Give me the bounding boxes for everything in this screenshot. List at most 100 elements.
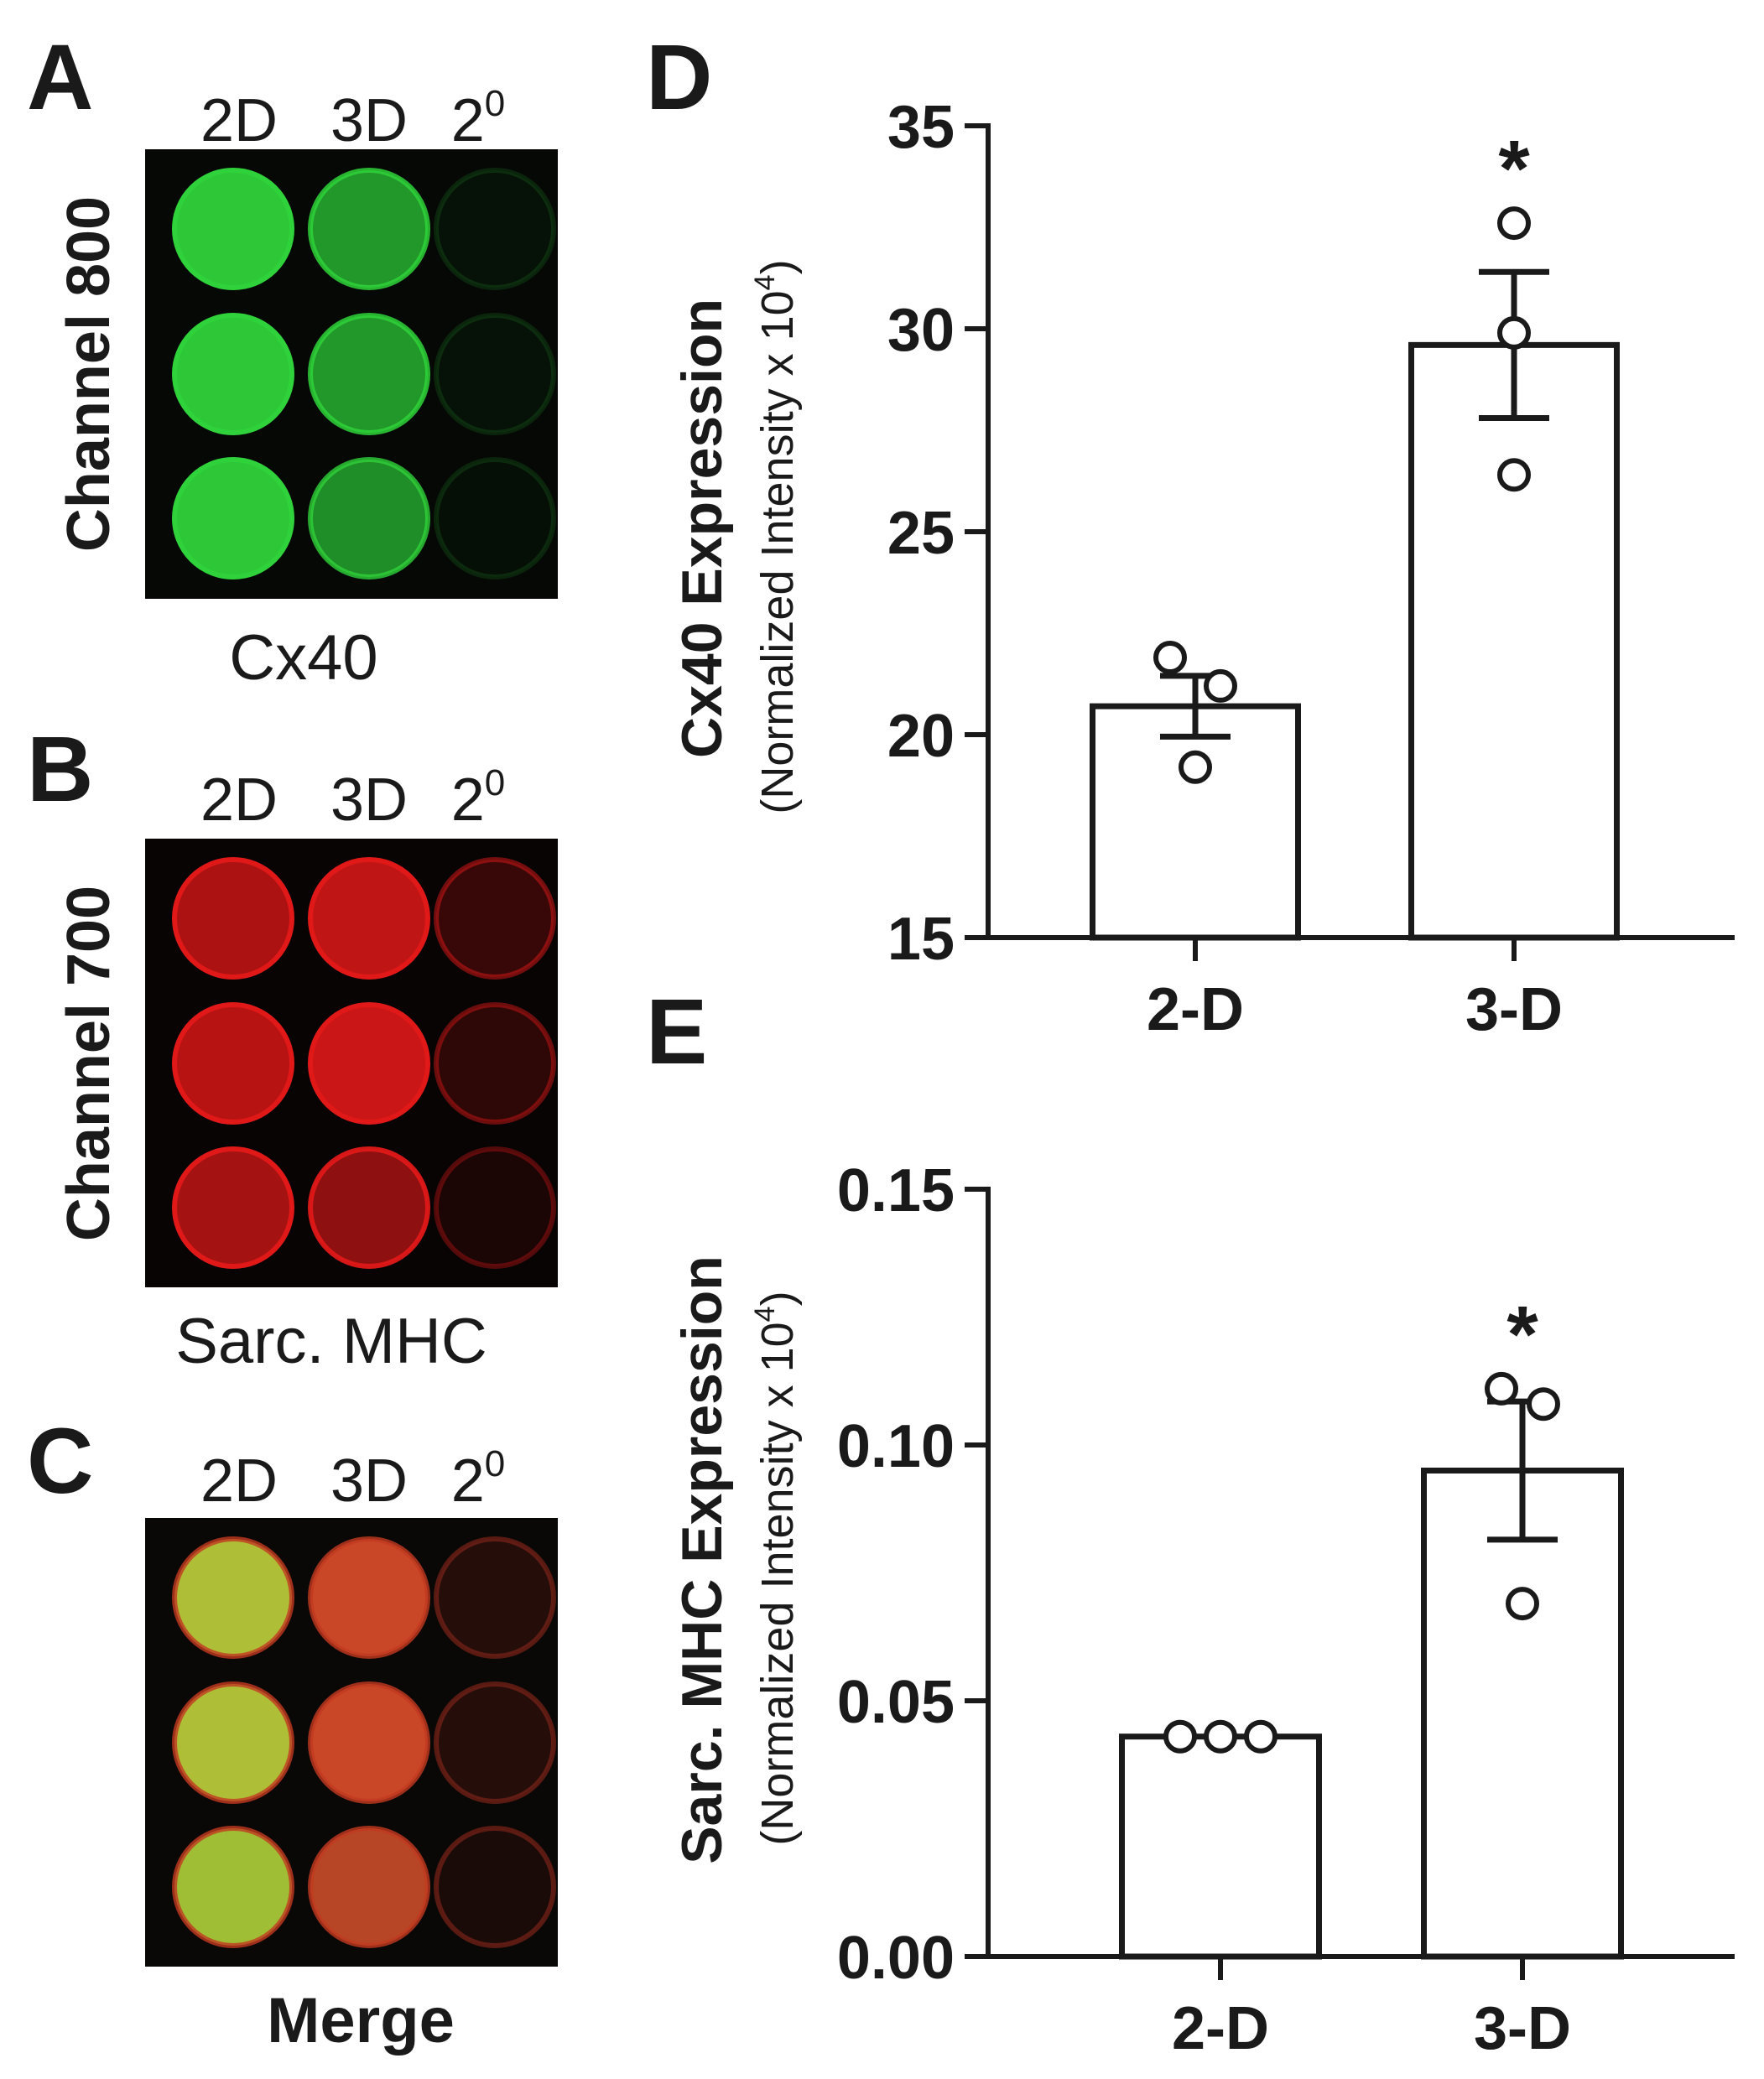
well-b-r3-c2 bbox=[308, 1146, 430, 1269]
x-categories-d: 2-D 3-D bbox=[1147, 938, 1563, 1043]
col-label-a-secondary: 2 bbox=[451, 87, 485, 154]
col-label-b-secondary: 2 bbox=[451, 767, 485, 834]
col-label-c-2d: 2D bbox=[200, 1448, 278, 1515]
well-c-r2-c3 bbox=[434, 1681, 556, 1804]
well-c-r2-c2 bbox=[308, 1681, 430, 1804]
data-point-e-2-D-1 bbox=[1163, 1719, 1197, 1754]
bar-d-2-D bbox=[1090, 703, 1301, 941]
significance-star-e-3-D: * bbox=[1506, 1290, 1538, 1380]
points-d bbox=[1153, 206, 1531, 784]
well-b-r2-c2 bbox=[308, 1002, 430, 1125]
col-label-a-2d: 2D bbox=[200, 87, 278, 154]
well-b-r1-c1 bbox=[172, 857, 294, 980]
well-c-r1-c1 bbox=[172, 1536, 294, 1659]
y-tick-label-e-0: 0.00 bbox=[837, 1925, 955, 1992]
wells-a bbox=[172, 168, 556, 580]
well-c-r3-c2 bbox=[308, 1826, 430, 1948]
significance-e: * bbox=[1506, 1290, 1538, 1380]
bar-e-3-D bbox=[1421, 1468, 1624, 1960]
y-ticks-e: 0.00 0.05 0.10 0.15 bbox=[837, 1157, 988, 1992]
significance-star-d-3-D: * bbox=[1498, 124, 1530, 214]
y-tick-label-d-2: 25 bbox=[887, 500, 955, 567]
well-b-r3-c1 bbox=[172, 1146, 294, 1269]
well-c-r1-c3 bbox=[434, 1536, 556, 1659]
y-ticks-d: 15 20 25 30 35 bbox=[887, 94, 988, 973]
panel-letter-a: A bbox=[27, 26, 93, 129]
well-a-r2-c1 bbox=[172, 313, 294, 435]
well-a-r3-c3 bbox=[434, 457, 556, 580]
well-a-r1-c2 bbox=[308, 168, 430, 290]
well-b-r3-c3 bbox=[434, 1146, 556, 1269]
wells-b bbox=[172, 857, 556, 1269]
y-tick-label-d-4: 35 bbox=[887, 94, 955, 161]
data-point-e-3-D-2 bbox=[1527, 1387, 1560, 1422]
under-label-a: Cx40 bbox=[229, 622, 377, 694]
data-point-e-3-D-3 bbox=[1506, 1587, 1539, 1621]
x-category-label-e-2-D: 2-D bbox=[1172, 1995, 1269, 2062]
points-e bbox=[1163, 1371, 1560, 1754]
data-point-e-2-D-2 bbox=[1204, 1719, 1237, 1754]
wells-c bbox=[172, 1536, 556, 1948]
well-a-r3-c1 bbox=[172, 457, 294, 580]
panel-b: B 2D 3D 20 Channel 700 Sarc. MHC bbox=[27, 718, 558, 1377]
well-b-r2-c1 bbox=[172, 1002, 294, 1125]
svg-text:20: 20 bbox=[451, 83, 506, 154]
well-c-r1-c2 bbox=[308, 1536, 430, 1659]
col-label-c-secondary-sup: 0 bbox=[485, 1443, 505, 1484]
data-point-e-2-D-3 bbox=[1244, 1719, 1277, 1754]
y-tick-label-e-3: 0.15 bbox=[837, 1157, 955, 1224]
well-a-r1-c1 bbox=[172, 168, 294, 290]
side-label-b: Channel 700 bbox=[55, 886, 122, 1241]
y-tick-label-e-2: 0.10 bbox=[837, 1413, 955, 1480]
y-tick-label-d-3: 30 bbox=[887, 297, 955, 364]
under-label-c: Merge bbox=[267, 1985, 455, 2056]
bar-e-2-D bbox=[1119, 1733, 1322, 1960]
significance-d: * bbox=[1498, 124, 1530, 214]
x-category-label-d-3-D: 3-D bbox=[1465, 976, 1563, 1043]
y-axis-sublabel-e: (Normalized Intensity x 104) bbox=[749, 1291, 803, 1845]
panel-c: C 2D 3D 20 Merge bbox=[27, 1410, 558, 2056]
y-tick-label-e-1: 0.05 bbox=[837, 1669, 955, 1736]
data-point-d-2-D-1 bbox=[1153, 641, 1187, 675]
bar-d-3-D bbox=[1408, 341, 1620, 941]
panel-letter-b: B bbox=[27, 718, 93, 821]
data-point-d-3-D-2 bbox=[1497, 315, 1531, 350]
well-c-r2-c1 bbox=[172, 1681, 294, 1804]
col-label-a-secondary-sup: 0 bbox=[485, 83, 505, 124]
well-b-r1-c2 bbox=[308, 857, 430, 980]
col-label-c-secondary: 2 bbox=[451, 1448, 485, 1515]
x-categories-e: 2-D 3-D bbox=[1172, 1957, 1571, 2062]
col-label-b-3d: 3D bbox=[330, 767, 408, 834]
well-b-r1-c3 bbox=[434, 857, 556, 980]
y-tick-label-d-0: 15 bbox=[887, 906, 955, 973]
x-category-label-e-3-D: 3-D bbox=[1474, 1995, 1571, 2062]
well-a-r3-c2 bbox=[308, 457, 430, 580]
well-a-r1-c3 bbox=[434, 168, 556, 290]
bars-d bbox=[1090, 341, 1620, 941]
data-point-d-2-D-3 bbox=[1179, 750, 1212, 784]
chart-d: D Cx40 Expression (Normalized Intensity … bbox=[646, 26, 1735, 1043]
side-label-a: Channel 800 bbox=[55, 196, 122, 552]
data-point-e-3-D-1 bbox=[1485, 1371, 1518, 1406]
y-axis-sublabel-d: (Normalized Intensity x 104) bbox=[749, 259, 803, 813]
y-tick-label-d-1: 20 bbox=[887, 703, 955, 770]
well-c-r3-c3 bbox=[434, 1826, 556, 1948]
under-label-b: Sarc. MHC bbox=[175, 1306, 487, 1377]
data-point-d-3-D-3 bbox=[1497, 458, 1531, 492]
svg-text:20: 20 bbox=[451, 1443, 506, 1515]
data-point-d-2-D-2 bbox=[1204, 668, 1237, 703]
well-c-r3-c1 bbox=[172, 1826, 294, 1948]
well-a-r2-c3 bbox=[434, 313, 556, 435]
x-category-label-d-2-D: 2-D bbox=[1147, 976, 1244, 1043]
y-axis-label-e: Sarc. MHC Expression bbox=[670, 1255, 734, 1864]
chart-e: E Sarc. MHC Expression (Normalized Inten… bbox=[646, 980, 1735, 2062]
col-label-c-3d: 3D bbox=[330, 1448, 408, 1515]
well-b-r2-c3 bbox=[434, 1002, 556, 1125]
data-point-d-3-D-1 bbox=[1497, 206, 1531, 241]
panel-a: A 2D 3D 20 Channel 800 Cx40 bbox=[27, 26, 558, 694]
bars-e bbox=[1119, 1468, 1624, 1960]
col-label-a-3d: 3D bbox=[330, 87, 408, 154]
well-a-r2-c2 bbox=[308, 313, 430, 435]
panel-letter-e: E bbox=[646, 980, 707, 1084]
